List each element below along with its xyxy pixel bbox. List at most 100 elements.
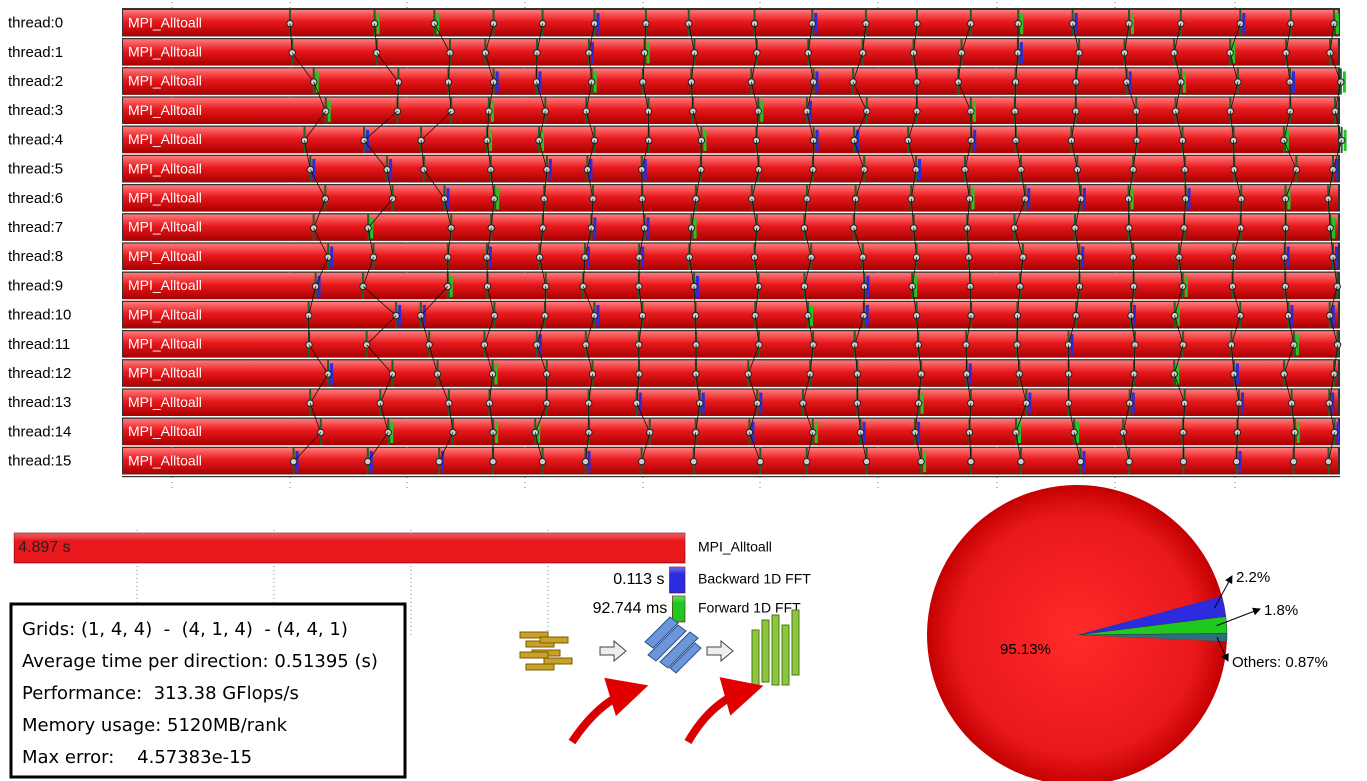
event-dot — [490, 311, 499, 320]
message-line — [1329, 52, 1342, 83]
message-line — [1285, 169, 1297, 199]
pie-label: 95.13% — [1000, 641, 1051, 658]
message-line — [1175, 81, 1182, 112]
message-line — [860, 432, 868, 462]
event-dot — [483, 282, 492, 291]
message-line — [585, 81, 593, 112]
message-line — [1016, 344, 1020, 375]
event-dot — [579, 282, 587, 291]
message-line — [1333, 344, 1338, 375]
event-dot — [309, 224, 318, 232]
info-line: Average time per direction: 0.51395 (s) — [22, 651, 378, 672]
message-line — [1284, 227, 1287, 258]
message-line — [489, 373, 493, 404]
info-line: Memory usage: 5120MB/rank — [22, 715, 288, 736]
message-line — [1329, 23, 1335, 53]
message-line — [1184, 169, 1186, 199]
message-line — [641, 432, 651, 462]
message-line — [585, 111, 595, 141]
thread-label: thread:12 — [8, 365, 71, 382]
message-line — [969, 403, 972, 433]
message-line — [1236, 432, 1238, 462]
message-line — [304, 140, 311, 170]
thread-label: thread:10 — [8, 307, 71, 324]
message-line — [913, 23, 918, 53]
message-line — [1019, 257, 1024, 287]
message-line — [968, 257, 971, 287]
message-line — [1233, 140, 1235, 170]
thread-label: thread:11 — [8, 336, 70, 353]
message-line — [1182, 140, 1186, 170]
message-line — [693, 286, 696, 316]
message-line — [1284, 257, 1286, 287]
message-line — [1328, 432, 1335, 462]
message-line — [367, 432, 389, 462]
message-line — [749, 432, 761, 462]
message-line — [1015, 403, 1027, 433]
message-line — [690, 52, 695, 83]
message-line — [966, 373, 972, 404]
function-label: MPI_Alltoall — [128, 44, 202, 60]
message-line — [423, 169, 445, 200]
message-line — [916, 315, 919, 345]
value-label: 4.897 s — [18, 539, 70, 556]
message-line — [1240, 198, 1242, 229]
event-dot — [1076, 457, 1085, 466]
event-dot — [1070, 428, 1078, 437]
message-line — [486, 140, 492, 170]
message-line — [1068, 315, 1077, 345]
message-line — [914, 403, 919, 433]
event-dot — [1119, 428, 1127, 437]
event-dot — [590, 19, 599, 28]
bar-shine — [14, 533, 685, 548]
message-line — [1283, 344, 1295, 375]
message-line — [588, 373, 593, 404]
message-line — [1020, 169, 1026, 199]
message-line — [313, 227, 329, 258]
message-line — [587, 169, 594, 199]
message-line — [812, 140, 814, 170]
message-line — [754, 315, 760, 345]
message-line — [756, 111, 759, 141]
message-line — [362, 286, 397, 316]
message-line — [1124, 52, 1128, 83]
message-line — [313, 81, 327, 112]
value-label: 92.744 ms — [593, 600, 668, 617]
message-line — [420, 315, 430, 345]
message-line — [309, 373, 329, 404]
message-line — [536, 23, 543, 53]
message-line — [907, 111, 918, 141]
message-line — [918, 373, 922, 404]
message-line — [1288, 315, 1295, 345]
curved-arrow — [568, 677, 649, 745]
info-box-frame — [9, 602, 407, 779]
message-line — [433, 23, 451, 53]
message-line — [1074, 198, 1082, 229]
message-line — [1130, 286, 1135, 316]
message-line — [363, 110, 398, 141]
event-dot — [1232, 457, 1241, 466]
event-dot — [1228, 282, 1237, 291]
message-line — [1329, 315, 1338, 345]
event-dot — [1125, 457, 1133, 466]
thread-label: thread:6 — [8, 190, 63, 207]
thread-label: thread:2 — [8, 73, 63, 90]
event-dot — [310, 78, 318, 86]
bar-shine — [669, 567, 685, 580]
message-line — [543, 169, 548, 199]
message-line — [692, 111, 702, 141]
message-line — [1283, 373, 1293, 404]
thread-label: thread:5 — [8, 161, 63, 178]
function-label: MPI_Alltoall — [128, 336, 202, 352]
message-line — [1129, 373, 1135, 404]
message-line — [853, 140, 865, 170]
message-line — [544, 286, 547, 316]
message-line — [1229, 111, 1234, 141]
message-line — [749, 403, 758, 433]
thread-label: thread:15 — [8, 453, 71, 470]
message-line — [386, 169, 393, 199]
message-line — [914, 432, 922, 462]
message-line — [585, 344, 593, 375]
message-line — [1182, 403, 1186, 433]
function-label: MPI_Alltoall — [128, 365, 202, 381]
